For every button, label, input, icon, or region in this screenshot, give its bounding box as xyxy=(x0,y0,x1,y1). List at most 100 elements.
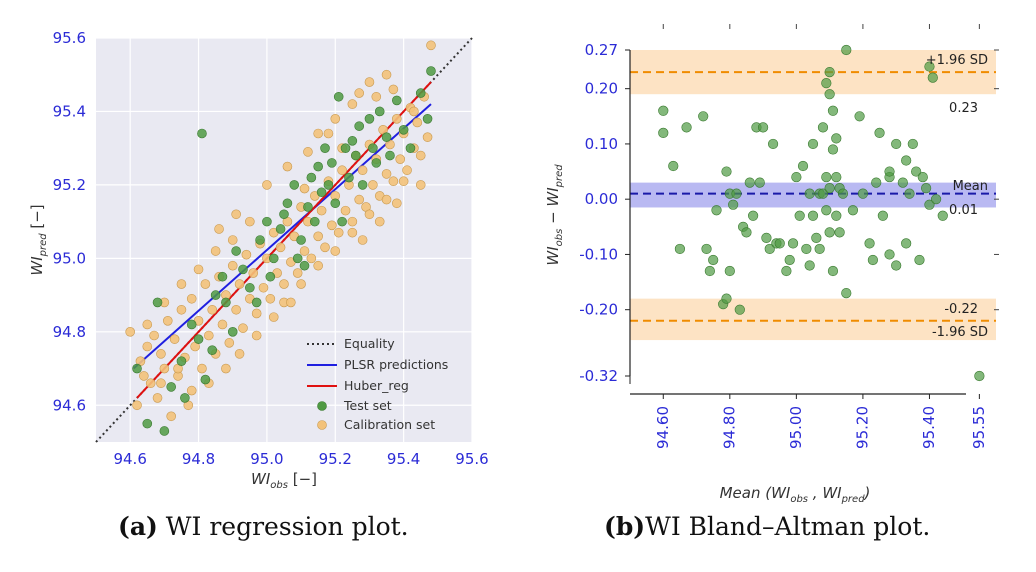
calibration-point xyxy=(391,114,402,124)
difference-point xyxy=(841,288,852,299)
calibration-point xyxy=(125,327,135,337)
test-point xyxy=(292,253,303,264)
calibration-point xyxy=(292,268,303,278)
x-tick-labels: 94.60 94.80 95.00 95.20 95.40 95.55 xyxy=(654,24,988,449)
difference-point xyxy=(711,205,722,216)
caption-b: (b)WI Bland–Altman plot. xyxy=(604,512,930,541)
test-point xyxy=(245,282,255,293)
calibration-point xyxy=(275,242,286,253)
test-point xyxy=(268,253,279,264)
calibration-point xyxy=(303,147,313,157)
test-point xyxy=(320,143,330,153)
calibration-point xyxy=(354,88,365,98)
difference-point xyxy=(911,166,922,177)
test-point xyxy=(357,180,368,190)
calibration-point xyxy=(412,117,423,128)
test-point xyxy=(347,136,358,146)
calibration-point xyxy=(142,341,153,352)
difference-point xyxy=(681,122,692,133)
difference-point xyxy=(847,205,859,216)
difference-point xyxy=(674,243,686,255)
test-point xyxy=(282,198,293,209)
difference-point xyxy=(904,188,915,199)
legend-plsr-label: PLSR predictions xyxy=(344,357,448,372)
upper-sd-label: +1.96 SD xyxy=(926,53,988,68)
difference-point xyxy=(807,138,819,150)
difference-point xyxy=(757,122,769,133)
calibration-point xyxy=(337,165,347,176)
calibration-point xyxy=(313,128,323,139)
difference-point xyxy=(937,210,948,221)
test-point xyxy=(330,198,341,209)
caption-b-text: WI Bland–Altman plot. xyxy=(645,512,931,541)
difference-point xyxy=(891,260,902,271)
difference-point xyxy=(924,61,935,72)
difference-point xyxy=(884,166,895,177)
calibration-point xyxy=(169,334,180,344)
difference-point xyxy=(774,238,785,249)
calibration-point xyxy=(238,323,248,333)
calibration-point xyxy=(299,183,310,194)
difference-point xyxy=(831,133,842,144)
y-tick-label: -0.32 xyxy=(579,367,618,385)
calibration-point xyxy=(409,106,419,117)
y-tick-labels: 0.27 0.20 0.10 0.00 -0.10 -0.20 -0.32 xyxy=(579,41,999,385)
calibration-point xyxy=(245,216,255,227)
difference-point xyxy=(924,199,935,210)
x-tick-label: 94.6 xyxy=(113,450,146,468)
y-axis-label: WIobs − WIpred xyxy=(544,164,565,266)
bands xyxy=(630,50,996,341)
calibration-point xyxy=(320,242,330,253)
calibration-point xyxy=(340,205,351,216)
x-tick-label: 95.2 xyxy=(319,450,352,468)
test-point xyxy=(200,374,211,385)
y-tick-label: 0.10 xyxy=(585,135,618,153)
calibration-point xyxy=(176,304,187,315)
x-tick-labels: 94.6 94.8 95.0 95.2 95.4 95.6 xyxy=(113,450,488,468)
y-tick-labels: 94.6 94.8 95.0 95.2 95.4 95.6 xyxy=(53,29,86,414)
difference-point xyxy=(841,44,852,56)
test-point xyxy=(344,172,354,183)
legend-calibration-label: Calibration set xyxy=(344,417,435,432)
test-point xyxy=(309,216,320,227)
calibration-point xyxy=(234,279,245,289)
difference-point xyxy=(857,188,869,199)
calibration-point xyxy=(415,150,426,161)
calibration-point xyxy=(391,198,402,209)
difference-point xyxy=(748,210,759,221)
difference-point xyxy=(658,127,669,138)
y-axis-label: WIpred [−] xyxy=(28,204,49,275)
calibration-point xyxy=(227,260,238,271)
calibration-point xyxy=(200,279,211,289)
calibration-point xyxy=(145,378,156,389)
difference-point xyxy=(824,67,835,78)
legend-test-swatch xyxy=(317,401,327,411)
calibration-point xyxy=(217,319,228,330)
test-point xyxy=(333,91,344,102)
test-point xyxy=(323,180,334,190)
x-tick-label: 95.00 xyxy=(787,406,805,449)
difference-point xyxy=(854,111,865,122)
difference-point xyxy=(824,227,835,238)
calibration-point xyxy=(426,40,436,51)
difference-point xyxy=(834,227,845,238)
legend: Equality PLSR predictions Huber_reg Test… xyxy=(307,336,448,432)
difference-point xyxy=(821,78,832,89)
test-point xyxy=(221,297,231,308)
legend-equality-label: Equality xyxy=(344,336,395,351)
calibration-point xyxy=(156,349,166,359)
x-tick-label: 95.0 xyxy=(250,450,283,468)
difference-point xyxy=(817,122,829,133)
regression-chart: 94.6 94.8 95.0 95.2 95.4 95.6 94.6 94.8 95.0 95.… xyxy=(28,29,489,491)
calibration-point xyxy=(316,205,327,216)
difference-point xyxy=(761,232,772,243)
calibration-point xyxy=(364,77,375,87)
difference-point xyxy=(897,177,908,188)
test-point xyxy=(398,125,409,135)
calibration-point xyxy=(241,249,252,260)
x-tick-label: 95.55 xyxy=(970,406,988,449)
difference-point xyxy=(931,194,942,205)
calibration-point xyxy=(333,227,344,238)
points xyxy=(658,44,985,382)
caption-a-text: WI regression plot. xyxy=(157,512,409,541)
